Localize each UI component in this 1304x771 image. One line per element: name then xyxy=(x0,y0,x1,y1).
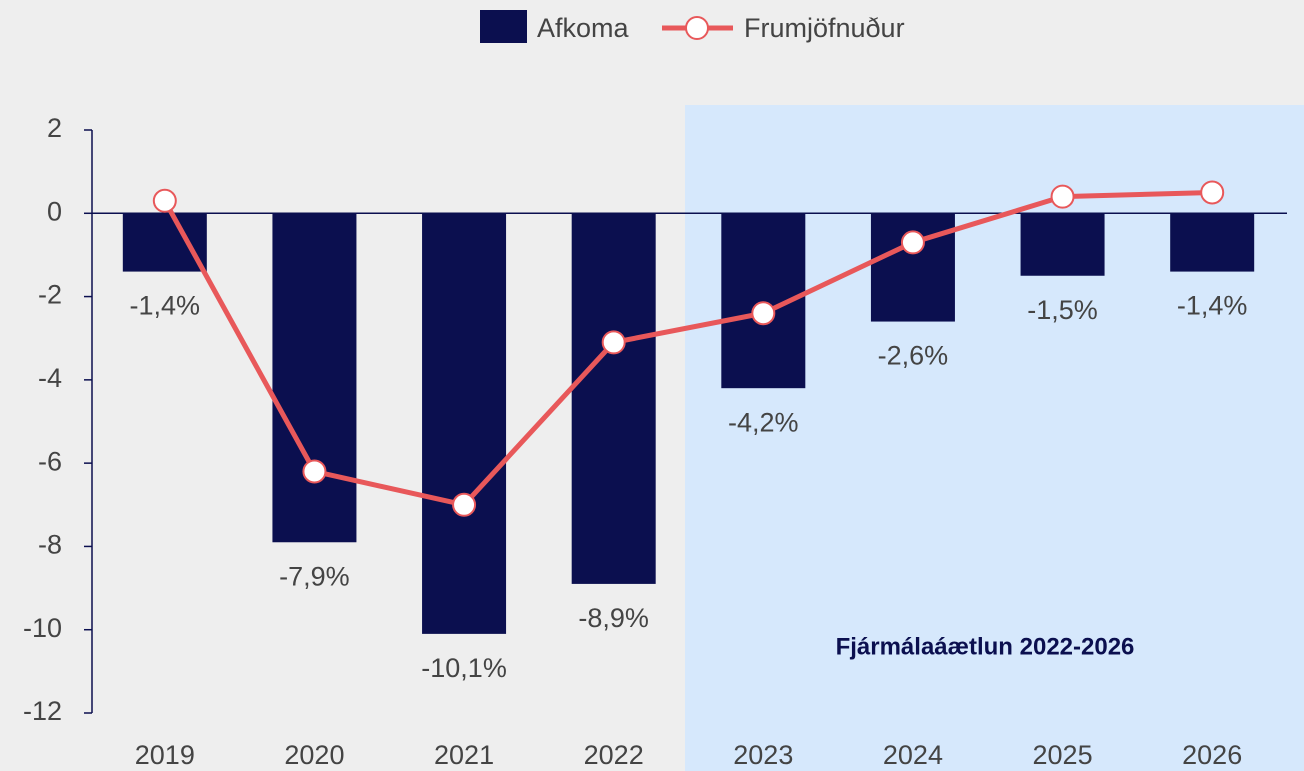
y-tick-label: -12 xyxy=(23,696,62,726)
x-tick-label: 2021 xyxy=(434,740,494,770)
line-marker xyxy=(152,188,177,213)
data-label: -10,1% xyxy=(421,653,507,683)
bar xyxy=(870,213,955,322)
bar xyxy=(272,213,357,543)
x-tick-label: 2020 xyxy=(284,740,344,770)
data-label: -1,5% xyxy=(1027,295,1098,325)
legend-swatch xyxy=(480,10,527,43)
bar xyxy=(1170,213,1255,272)
line-marker xyxy=(601,330,626,355)
data-label: -2,6% xyxy=(878,341,949,371)
y-tick-label: -2 xyxy=(38,280,62,310)
x-tick-label: 2025 xyxy=(1033,740,1093,770)
line-marker xyxy=(1200,180,1225,205)
y-tick-label: 2 xyxy=(47,113,62,143)
line-marker xyxy=(900,230,925,255)
bar xyxy=(122,213,207,272)
line-marker xyxy=(1050,184,1075,209)
y-tick-label: -10 xyxy=(23,613,62,643)
y-tick-label: -4 xyxy=(38,363,62,393)
bar xyxy=(571,213,656,584)
y-tick-label: -6 xyxy=(38,446,62,476)
line-marker xyxy=(452,492,477,517)
x-tick-label: 2024 xyxy=(883,740,943,770)
line-marker xyxy=(751,301,776,326)
data-label: -7,9% xyxy=(279,561,350,591)
x-tick-label: 2022 xyxy=(584,740,644,770)
data-label: -1,4% xyxy=(130,291,201,321)
x-tick-label: 2019 xyxy=(135,740,195,770)
line-marker xyxy=(302,459,327,484)
data-label: -1,4% xyxy=(1177,291,1248,321)
line xyxy=(162,189,1213,508)
bar xyxy=(1020,213,1105,276)
x-tick-label: 2026 xyxy=(1182,740,1242,770)
y-tick-label: 0 xyxy=(47,196,62,226)
y-tick-label: -8 xyxy=(38,530,62,560)
legend-label: Afkoma xyxy=(537,13,630,43)
data-label: -8,9% xyxy=(578,603,649,633)
annotation: Fjármálaáætlun 2022-2026 xyxy=(836,633,1135,660)
legend-label: Frumjöfnuður xyxy=(744,13,905,43)
x-tick-label: 2023 xyxy=(733,740,793,770)
legend-marker xyxy=(685,16,709,40)
data-label: -4,2% xyxy=(728,407,799,437)
bar xyxy=(422,213,507,634)
forecast-shading xyxy=(685,105,1304,771)
